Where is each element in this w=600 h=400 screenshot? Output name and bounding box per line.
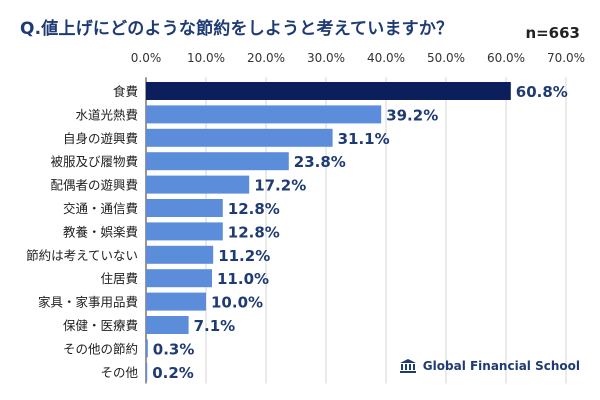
bar — [146, 199, 223, 217]
category-label: 配偶者の遊興費 — [50, 178, 138, 193]
x-tick-label: 20.0% — [247, 51, 285, 65]
value-label: 10.0% — [211, 294, 263, 312]
category-label: 交通・通信費 — [63, 201, 138, 216]
category-label: 住居費 — [100, 271, 138, 286]
bar — [146, 316, 189, 334]
bar — [146, 339, 148, 358]
x-tick-label: 40.0% — [367, 51, 405, 65]
x-tick-label: 30.0% — [307, 51, 345, 65]
category-label: 家具・家事用品費 — [38, 295, 138, 310]
bar — [146, 175, 250, 194]
x-tick-label: 60.0% — [487, 51, 525, 65]
category-label: 食費 — [113, 84, 138, 99]
bar — [146, 105, 382, 124]
school-emblem-icon — [399, 359, 416, 373]
bar — [146, 222, 223, 241]
bar — [146, 269, 212, 288]
bar — [146, 292, 206, 311]
category-label: 自身の遊興費 — [63, 131, 138, 146]
category-label: その他 — [100, 365, 138, 380]
bar — [146, 362, 148, 381]
category-label: 保健・医療費 — [63, 318, 138, 333]
sample-size-label: n=663 — [525, 24, 580, 42]
category-label: 被服及び履物費 — [50, 154, 138, 169]
value-label: 60.8% — [516, 83, 568, 101]
logo: Global Financial School — [399, 358, 580, 374]
x-tick-label: 70.0% — [547, 51, 585, 65]
school-name: Global Financial School — [422, 359, 580, 373]
category-label: 節約は考えていない — [26, 248, 138, 263]
category-label: 水道光熱費 — [75, 107, 138, 122]
value-label: 23.8% — [294, 153, 346, 171]
value-label: 17.2% — [254, 177, 306, 195]
value-label: 31.1% — [338, 130, 390, 148]
category-label: その他の節約 — [63, 341, 138, 356]
bar — [146, 152, 289, 171]
value-label: 11.2% — [218, 247, 270, 265]
category-label: 教養・娯楽費 — [63, 224, 138, 239]
chart-title: Q.値上げにどのような節約をしようと考えていますか？ — [20, 19, 454, 39]
value-label: 0.2% — [152, 364, 194, 382]
value-label: 12.8% — [228, 223, 280, 241]
value-label: 12.8% — [228, 200, 280, 218]
bar — [146, 82, 511, 100]
x-tick-label: 10.0% — [187, 51, 225, 65]
bar — [146, 245, 214, 264]
value-label: 7.1% — [194, 317, 236, 335]
value-label: 39.2% — [386, 106, 438, 124]
bar — [146, 128, 333, 147]
x-tick-label: 0.0% — [131, 51, 162, 65]
x-tick-label: 50.0% — [427, 51, 465, 65]
value-label: 0.3% — [153, 340, 195, 358]
value-label: 11.0% — [217, 270, 269, 288]
